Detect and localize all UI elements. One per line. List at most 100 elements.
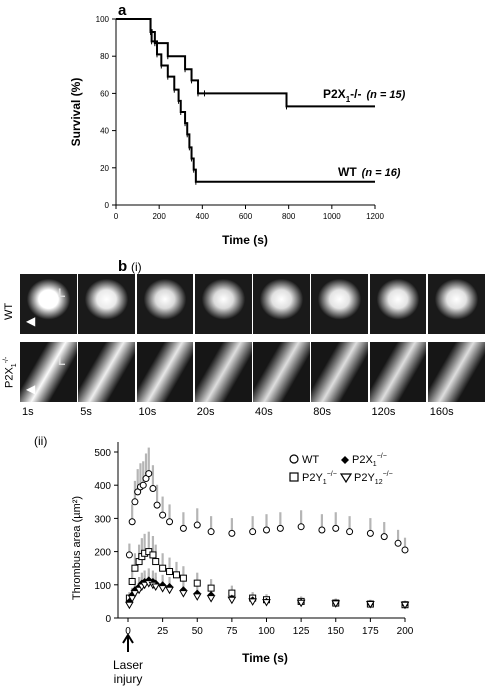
legend-p2x1-text: P2X1−/− (352, 453, 387, 468)
x-tick-label: 1000 (323, 212, 341, 221)
timepoint-label: 120s (371, 406, 396, 418)
p2y12-point (400, 601, 410, 610)
y-tick-label: 300 (94, 514, 111, 525)
x-tick-label: 150 (327, 626, 344, 637)
legend-p2y12-text: P2Y12−/− (354, 471, 393, 486)
p2y1-point (152, 558, 160, 566)
image-frame (311, 274, 368, 334)
wt-point (263, 526, 270, 534)
thrombus-legend: WT P2X1−/− P2Y1−/− P2Y12−/− (289, 453, 393, 486)
image-frame (369, 274, 427, 334)
wt-point (145, 470, 153, 478)
wt-point (318, 526, 326, 534)
y-tick-label: 400 (94, 481, 111, 492)
p2x1-point (207, 591, 215, 599)
timepoint-label: 20s (196, 406, 215, 418)
wt-point (128, 518, 136, 526)
p2y12-point (158, 585, 167, 593)
panel-b-sub-i: (i) (131, 260, 142, 274)
p2y1-point (159, 564, 167, 572)
wt-point (276, 524, 284, 532)
p2y1-point (128, 577, 136, 585)
panel-b-sub-ii: (ii) (34, 434, 48, 448)
image-frame (311, 342, 368, 402)
legend-wt-label: WT (n = 16) (338, 165, 401, 179)
x-tick-label: 125 (293, 626, 310, 637)
timepoint-label: 80s (313, 406, 331, 418)
y-tick-label: 80 (100, 52, 109, 61)
p2y12-point (130, 590, 140, 598)
p2x1-image-strip: L ◀ (20, 342, 486, 402)
thrombus-y-label: Thrombus area (µm²) (71, 496, 83, 600)
wt-point (207, 528, 215, 536)
x-tick-label: 200 (152, 212, 166, 221)
x-tick-label: 0 (114, 212, 119, 221)
legend-p2x1-label: P2X1-/- (n = 15) (323, 87, 406, 104)
laser-arrow (122, 633, 134, 652)
image-frame (194, 274, 252, 334)
x-tick-label: 75 (226, 626, 238, 637)
y-tick-label: 100 (94, 581, 111, 592)
x-tick-label: 25 (157, 626, 169, 637)
wt-point (228, 529, 236, 537)
p2x1-row-label: P2X1-/- (3, 356, 18, 388)
p2y1-point (179, 574, 187, 582)
wt-point (139, 481, 147, 489)
wt-point (394, 539, 402, 547)
legend-wt-marker (289, 454, 299, 464)
wt-point (249, 528, 257, 536)
wt-point (297, 523, 305, 531)
p2y12-point (206, 595, 216, 603)
injury-label: injury (114, 672, 143, 686)
image-frame (136, 342, 194, 402)
p2y1-point (207, 584, 215, 592)
wt-point (149, 485, 157, 493)
legend-wt-text: WT (302, 454, 319, 466)
y-tick-label: 200 (94, 548, 111, 559)
y-tick-label: 100 (96, 15, 110, 24)
panel-b-label: b (118, 258, 128, 275)
image-frame (136, 274, 194, 334)
image-frame (194, 342, 252, 402)
wt-point (166, 518, 174, 526)
timepoint-label: 1s (22, 406, 34, 418)
legend-p2y1-marker (289, 472, 299, 482)
p2y12-point (125, 601, 134, 610)
lumen-marker: L (58, 354, 66, 368)
x-tick-label: 100 (258, 626, 275, 637)
p2y12-point (151, 583, 161, 591)
wt-point (332, 524, 340, 532)
p2y12-point (296, 599, 306, 608)
wt-point (193, 521, 201, 529)
wt-point (125, 551, 133, 559)
x-tick-label: 50 (192, 626, 204, 637)
wt-row-label: WT (3, 302, 15, 320)
y-tick-label: 0 (105, 201, 110, 210)
image-frame (20, 342, 77, 402)
p2x1-point (166, 582, 174, 590)
legend-p2y1-text: P2Y1−/− (302, 471, 337, 486)
wt-point (346, 528, 354, 536)
y-tick-label: 60 (100, 89, 109, 98)
p2y12-point (140, 581, 149, 590)
x-tick-label: 175 (362, 626, 379, 637)
laser-label: Laser (113, 658, 143, 672)
p2y1-point (172, 571, 180, 579)
vessel-arrow-icon: ◀ (26, 382, 36, 396)
image-frame (78, 274, 135, 334)
thrombus-axes: 0 100 200 300 400 500 0 25 50 75 100 125 150 175 200 (94, 442, 414, 637)
timepoint-label: 160s (429, 406, 454, 418)
image-frame (20, 274, 77, 334)
image-frame (78, 342, 135, 402)
p2y12-point (331, 600, 341, 608)
thrombus-series (125, 470, 410, 610)
thrombus-chart: 0 100 200 300 400 500 0 25 50 75 100 125 150 175 200 T… (71, 442, 414, 686)
y-tick-label: 20 (100, 164, 109, 173)
x-tick-label: 800 (282, 212, 296, 221)
p2y12-point (366, 601, 375, 609)
p2x1-point (179, 586, 187, 594)
p2y12-point (127, 595, 137, 603)
x-tick-label: 400 (196, 212, 210, 221)
p2y12-point (248, 598, 258, 606)
